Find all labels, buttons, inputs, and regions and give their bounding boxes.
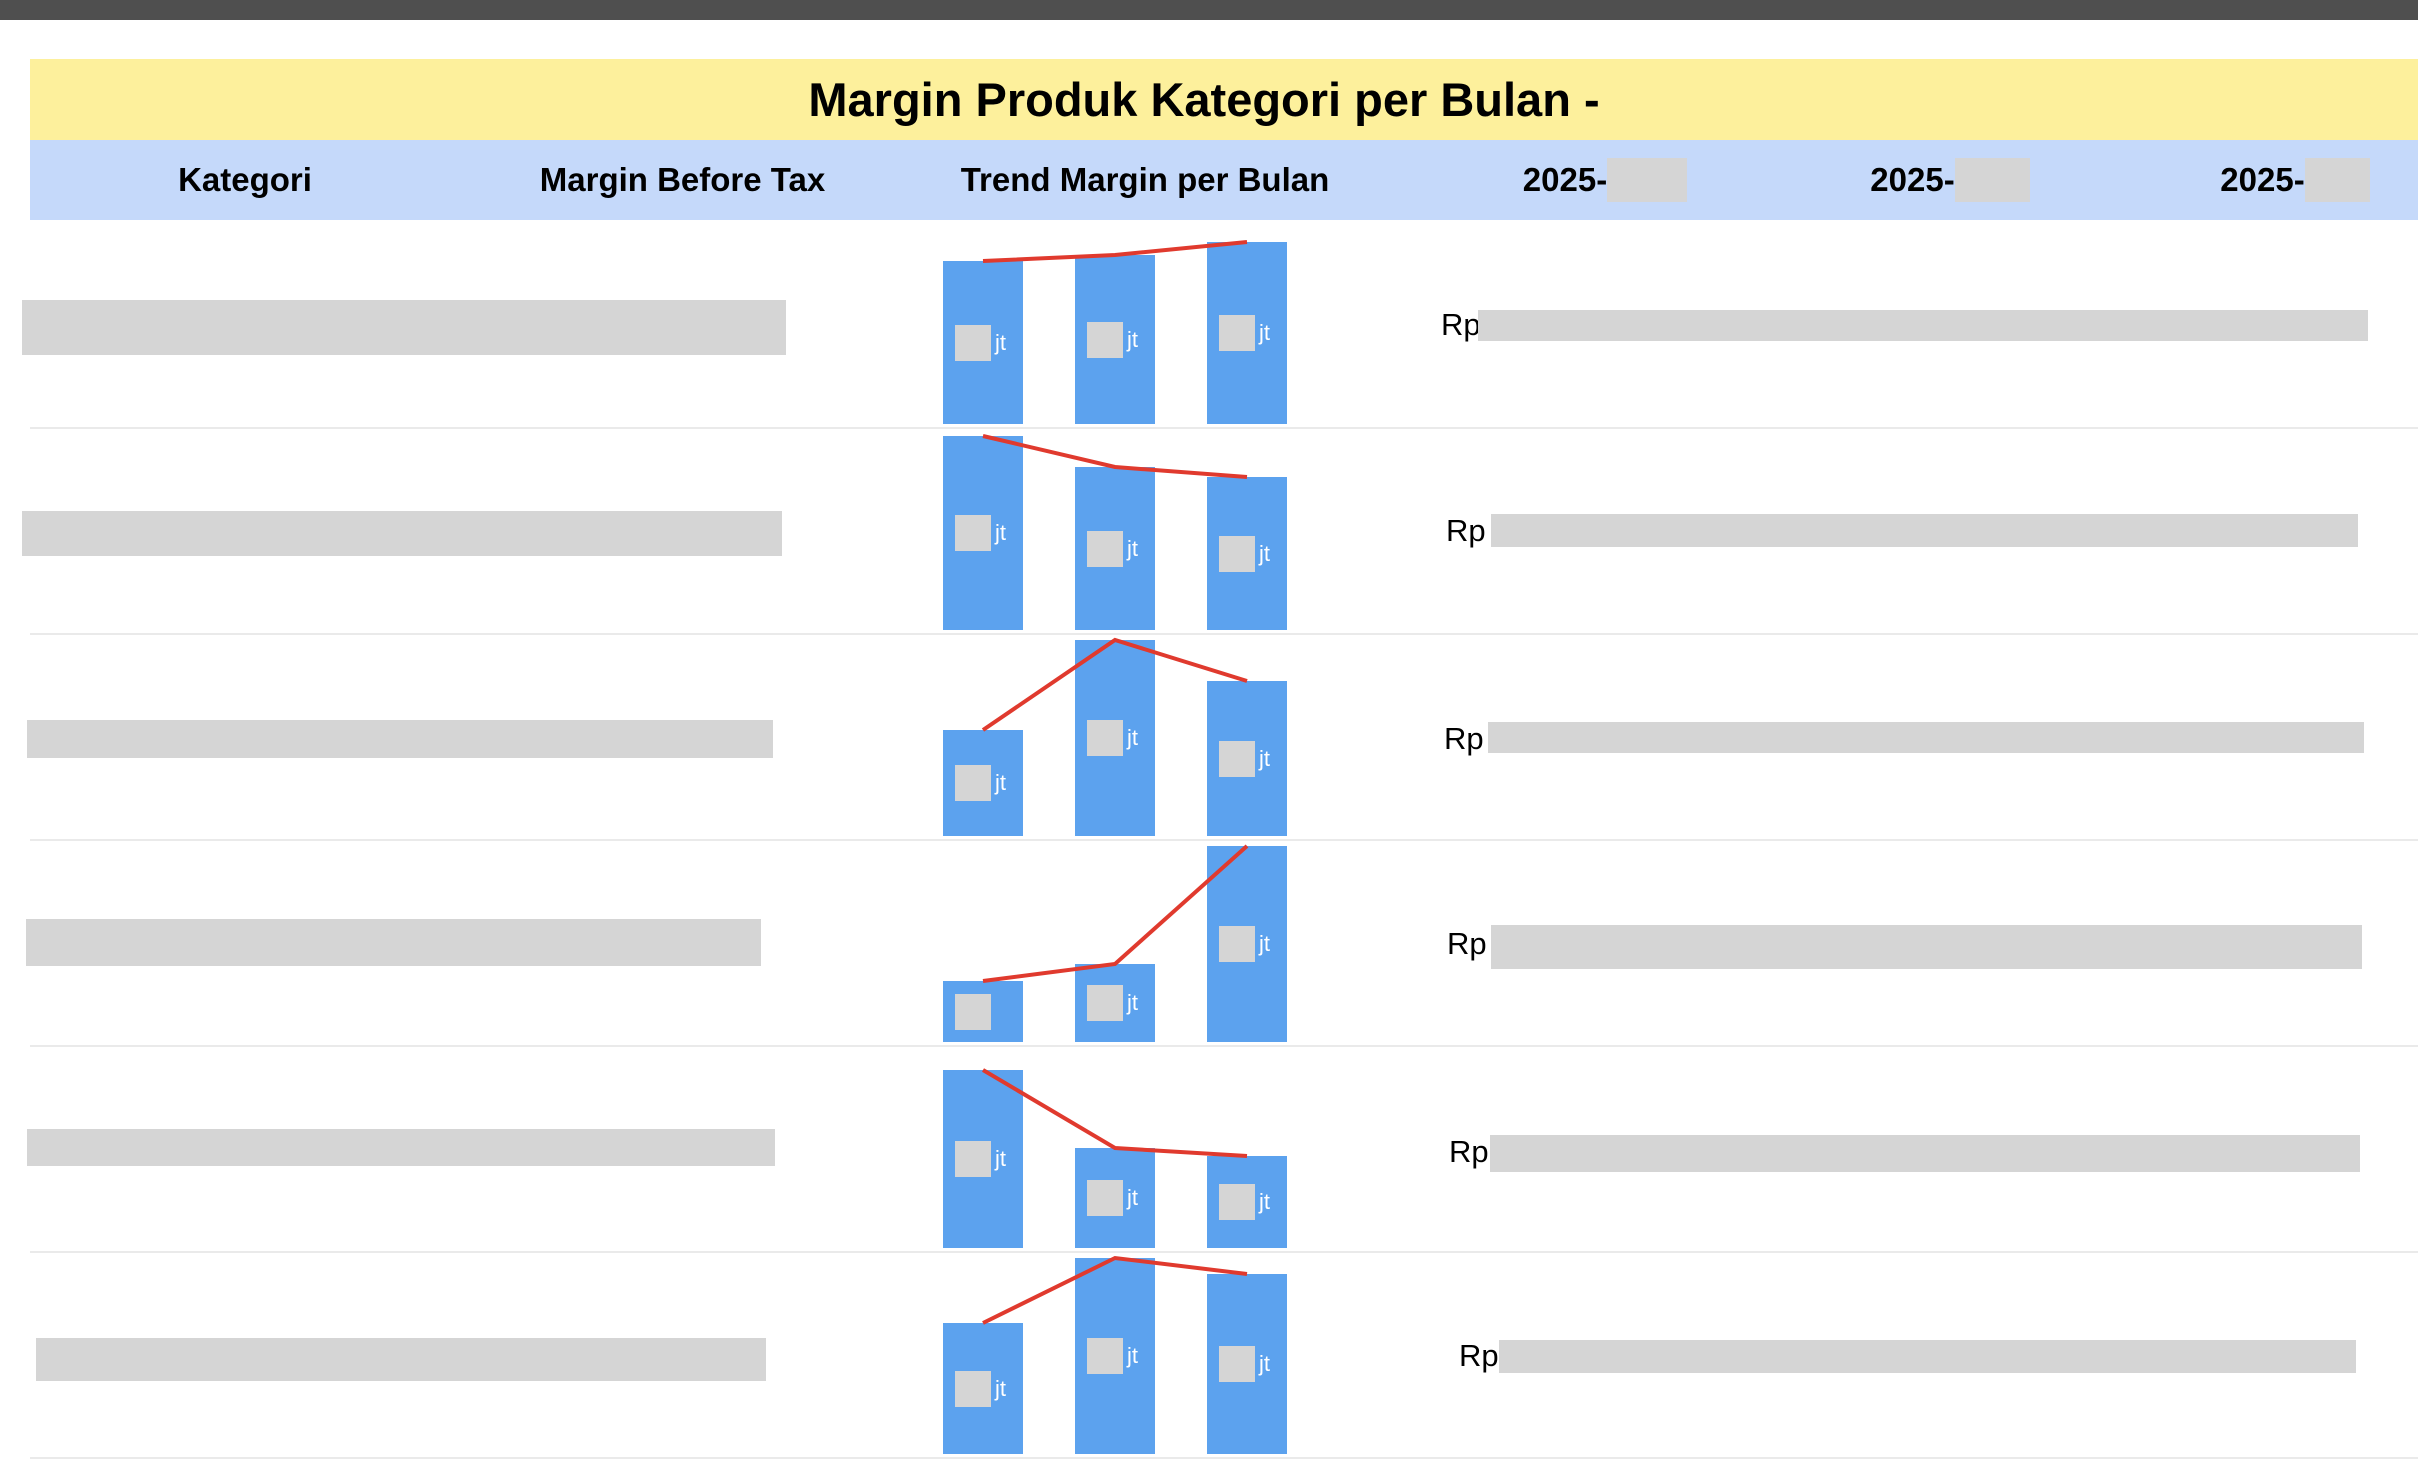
currency-label: Rp (1446, 513, 1486, 548)
header-month-1: 2025- (1400, 140, 1810, 220)
bar-value-label: jt (1259, 1189, 1270, 1214)
header-month-3-label: 2025- (2220, 161, 2305, 198)
currency-label: Rp (1459, 1338, 1499, 1373)
bar-value-redaction (1087, 1338, 1123, 1374)
monthly-values-redaction (1499, 1340, 2356, 1373)
currency-label: Rp (1447, 926, 1487, 961)
bar-value-redaction (1219, 535, 1255, 572)
header-kategori: Kategori (178, 161, 312, 198)
bar-value-redaction (1219, 926, 1255, 962)
row-separator (30, 1457, 2418, 1459)
bar-value-redaction (1219, 315, 1255, 351)
bar-value-redaction (955, 515, 991, 551)
kategori-redaction (27, 1129, 775, 1166)
monthly-values-redaction (1490, 1135, 2360, 1172)
bar-value-label: jt (1259, 745, 1270, 771)
header-month-2-label: 2025- (1870, 161, 1955, 198)
table-header-row: Kategori Margin Before Tax Trend Margin … (30, 140, 2418, 220)
bar-value-label: jt (1259, 540, 1270, 566)
header-trend: Trend Margin per Bulan (960, 161, 1330, 198)
trend-line (982, 844, 1249, 983)
header-month-1-label: 2025- (1522, 161, 1608, 198)
bar-value-label: jt (1127, 1343, 1138, 1368)
kategori-redaction (26, 919, 761, 966)
bar-value-redaction (955, 1141, 991, 1177)
bar-value-label: jt (1259, 320, 1270, 345)
currency-label: Rp (1449, 1134, 1489, 1169)
bar-value-redaction (955, 993, 991, 1030)
monthly-values-redaction (1478, 310, 2368, 341)
bar-value-redaction (955, 765, 991, 801)
currency-label: Rp (1444, 721, 1484, 756)
bar-value-redaction (1087, 1180, 1123, 1216)
header-month-2: 2025- (1745, 140, 2155, 220)
bar-value-label: jt (1259, 931, 1270, 956)
trend-line (982, 240, 1248, 263)
bar-value-redaction (1087, 985, 1123, 1021)
bar-value-redaction (955, 1370, 991, 1407)
kategori-redaction (22, 300, 786, 355)
report-title-bar: Margin Produk Kategori per Bulan - (30, 59, 2418, 140)
row-separator (30, 839, 2418, 841)
kategori-redaction (27, 720, 773, 758)
bar-value-label: jt (995, 329, 1006, 355)
row-separator (30, 1045, 2418, 1047)
trend-line (982, 1255, 1248, 1325)
bar-value-redaction (1087, 720, 1123, 756)
header-month-3: 2025- (2090, 140, 2418, 220)
bar-value-label: jt (1127, 1185, 1138, 1210)
monthly-values-redaction (1488, 722, 2364, 753)
bar-value-label: jt (1127, 535, 1138, 561)
trend-line (981, 1068, 1248, 1158)
bar-value-redaction (1087, 321, 1123, 358)
bar-value-label: jt (1259, 1351, 1270, 1376)
header-month-1-redaction (1607, 158, 1688, 202)
bar-value-label: jt (995, 520, 1006, 545)
monthly-values-redaction (1491, 925, 2362, 969)
header-margin-before-tax: Margin Before Tax (539, 161, 826, 198)
trend-line (981, 637, 1248, 732)
monthly-values-redaction (1491, 514, 2358, 547)
header-month-2-redaction (1954, 158, 2030, 202)
report-title: Margin Produk Kategori per Bulan - (808, 73, 1600, 126)
row-separator (30, 427, 2418, 429)
bar-value-redaction (1219, 1346, 1255, 1382)
bar-value-label: jt (995, 770, 1006, 795)
bar-value-label: jt (1127, 725, 1138, 750)
header-month-3-redaction (2304, 158, 2370, 202)
kategori-redaction (36, 1338, 766, 1381)
bar-value-label: jt (995, 1146, 1006, 1171)
bar-value-redaction (1087, 530, 1123, 567)
kategori-redaction (22, 511, 782, 556)
bar-value-label: jt (995, 1375, 1006, 1401)
window-top-strip (0, 0, 2418, 20)
bar-value-redaction (955, 324, 991, 361)
bar-value-label: jt (1127, 990, 1138, 1015)
bar-value-redaction (1219, 1184, 1255, 1220)
row-separator (30, 633, 2418, 635)
trend-line (982, 434, 1248, 479)
bar-value-redaction (1219, 740, 1255, 777)
currency-label: Rp (1441, 307, 1481, 342)
bar-value-label: jt (1127, 326, 1138, 352)
row-separator (30, 1251, 2418, 1253)
